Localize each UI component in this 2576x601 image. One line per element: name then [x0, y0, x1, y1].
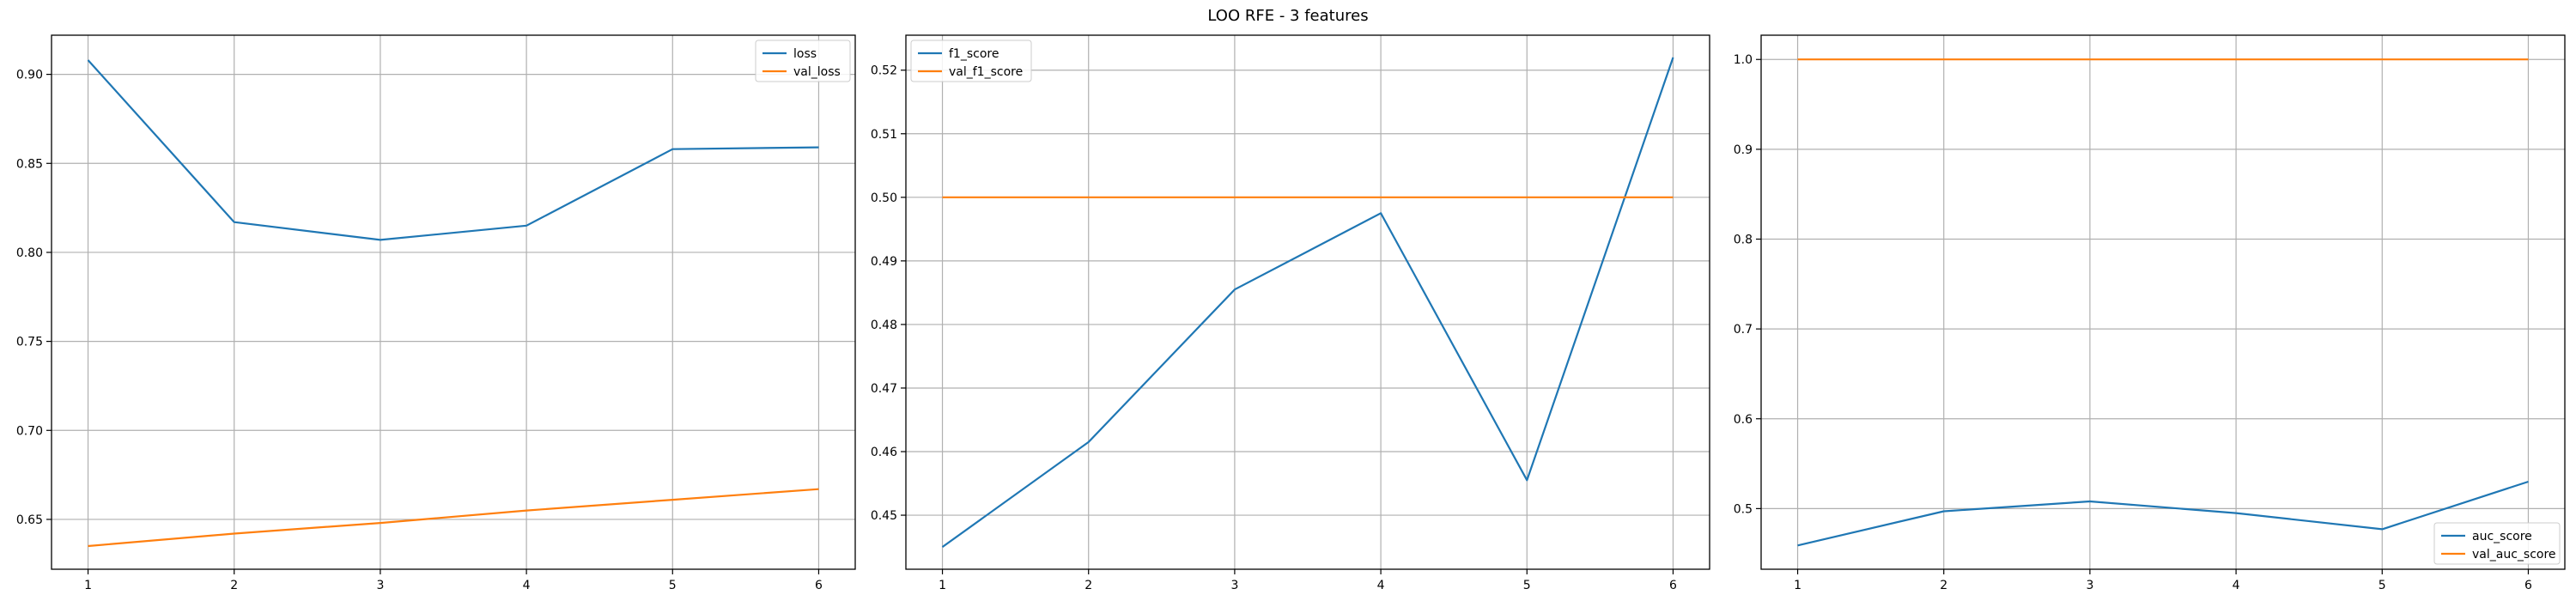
chart-panel-1: 1 2 3 4 5 6 0.65 0.70 0.75 0.80 0.85 0.90 loss val_lo…: [16, 34, 856, 592]
y-tick-label: 1.0: [1734, 53, 1753, 67]
y-tick-label: 0.8: [1734, 234, 1753, 247]
y-tick-label: 0.50: [871, 191, 897, 205]
y-tick-label: 0.49: [871, 255, 897, 269]
axes-frame: [51, 34, 856, 570]
y-tick-label: 0.51: [871, 128, 897, 142]
y-tick-label: 0.9: [1734, 143, 1753, 157]
y-tick-label: 0.46: [871, 446, 897, 459]
x-tick-label: 5: [2379, 579, 2386, 592]
x-tick-label: 4: [523, 579, 531, 592]
y-tick-label: 0.47: [871, 382, 897, 396]
axes-frame: [905, 34, 1710, 570]
y-tick-label: 0.6: [1734, 413, 1753, 427]
x-tick-label: 3: [376, 579, 384, 592]
legend: loss val_loss: [755, 39, 851, 82]
y-tick-label: 0.90: [16, 69, 43, 82]
x-tick-label: 6: [1669, 579, 1677, 592]
y-tick-label: 0.80: [16, 246, 43, 260]
x-tick-label: 2: [1084, 579, 1092, 592]
chart-panel-2: 1 2 3 4 5 6 0.45 0.46 0.47 0.48 0.49 0.50 0.51 0.52 f1…: [871, 34, 1710, 592]
x-tick-label: 3: [1230, 579, 1238, 592]
x-tick-label: 5: [669, 579, 677, 592]
legend-box: [2433, 522, 2561, 565]
legend-label: loss: [793, 47, 817, 61]
legend-label: val_f1_score: [949, 65, 1023, 79]
x-tick-label: 2: [1940, 579, 1947, 592]
y-tick-label: 0.48: [871, 319, 897, 332]
legend: auc_score val_auc_score: [2433, 522, 2561, 565]
y-tick-label: 0.70: [16, 424, 43, 438]
x-tick-label: 4: [1377, 579, 1385, 592]
x-tick-label: 6: [815, 579, 823, 592]
y-tick-label: 0.75: [16, 336, 43, 349]
figure-title: LOO RFE - 3 features: [1207, 7, 1369, 25]
legend-label: val_loss: [793, 65, 841, 79]
series-line-loss: [87, 59, 819, 241]
legend: f1_score val_f1_score: [910, 39, 1032, 82]
chart-panel-3: 1 2 3 4 5 6 0.5 0.6 0.7 0.8 0.9 1.0 auc_score val_auc…: [1734, 34, 2566, 592]
series-line-f1-score: [941, 57, 1674, 548]
x-tick-label: 2: [230, 579, 238, 592]
x-tick-label: 3: [2086, 579, 2093, 592]
y-tick-label: 0.65: [16, 513, 43, 527]
x-tick-label: 6: [2524, 579, 2532, 592]
y-tick-label: 0.45: [871, 509, 897, 523]
legend-label: f1_score: [949, 47, 999, 61]
series-line-auc-score: [1797, 480, 2529, 547]
y-tick-label: 0.52: [871, 64, 897, 78]
x-tick-label: 1: [939, 579, 946, 592]
x-tick-label: 1: [84, 579, 92, 592]
series-line-val-loss: [88, 488, 819, 548]
legend-label: auc_score: [2472, 530, 2532, 543]
x-tick-label: 5: [1523, 579, 1531, 592]
y-tick-label: 0.5: [1734, 502, 1753, 516]
y-tick-label: 0.85: [16, 157, 43, 171]
x-tick-label: 1: [1794, 579, 1801, 592]
x-tick-label: 4: [2233, 579, 2240, 592]
legend-label: val_auc_score: [2472, 548, 2556, 562]
axes-frame: [1760, 34, 2566, 570]
y-tick-label: 0.7: [1734, 323, 1753, 337]
